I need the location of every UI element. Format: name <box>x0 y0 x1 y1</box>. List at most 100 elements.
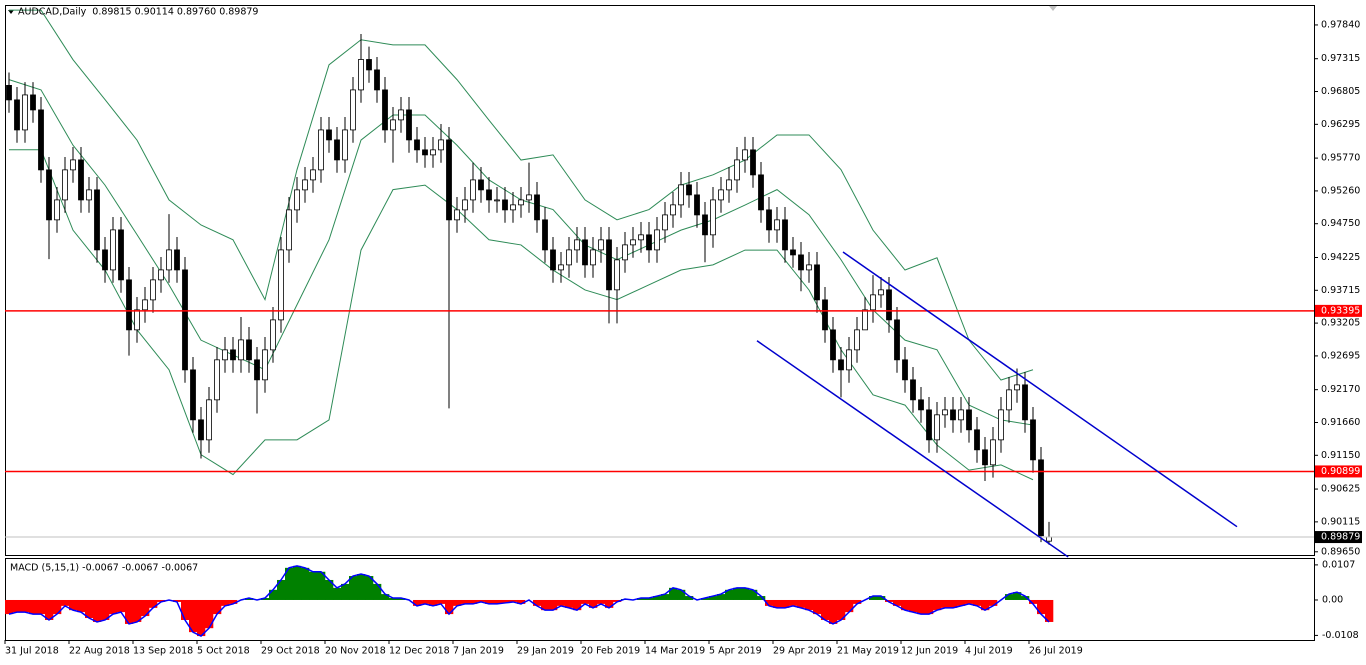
macd-bar <box>317 571 326 600</box>
macd-bar <box>813 599 822 615</box>
macd-bar <box>149 599 158 608</box>
candle-body <box>1046 536 1052 542</box>
level-label-box <box>1315 465 1362 478</box>
candle-body <box>110 229 116 271</box>
macd-bar <box>421 599 430 604</box>
macd-bar <box>245 598 254 600</box>
candle-body <box>614 259 620 291</box>
macd-bar <box>821 599 830 620</box>
candle-body <box>270 319 276 351</box>
y-tick-label: 0.93715 <box>1321 285 1360 296</box>
candle-body <box>918 399 924 411</box>
macd-bar <box>1029 599 1038 604</box>
candle-body <box>990 439 996 466</box>
x-tick-label: 14 Mar 2019 <box>645 646 705 657</box>
macd-bar <box>469 599 478 604</box>
macd-bar <box>293 565 302 600</box>
candle-body <box>22 94 28 131</box>
macd-bar <box>445 599 454 615</box>
candle-body <box>590 249 596 266</box>
macd-bar <box>885 599 894 602</box>
candle-body <box>782 219 788 251</box>
candle-body <box>102 249 108 271</box>
y-tick-label: 0.92695 <box>1321 350 1360 361</box>
y-tick-label: 0.95260 <box>1321 185 1360 196</box>
candle-body <box>534 194 540 221</box>
x-tick-label: 7 Jan 2019 <box>453 646 504 657</box>
macd-bar <box>133 599 142 622</box>
macd-bar <box>397 598 406 600</box>
candle-body <box>342 129 348 161</box>
candle-body <box>974 429 980 451</box>
macd-bar <box>733 587 742 600</box>
macd-bar <box>373 583 382 600</box>
chart-subtitle: 0.89815 0.90114 0.89760 0.89879 <box>92 7 258 18</box>
macd-bar <box>925 599 934 615</box>
candle-body <box>414 139 420 151</box>
candle-body <box>374 69 380 91</box>
macd-bar <box>1045 599 1054 622</box>
menu-arrow[interactable] <box>8 10 14 14</box>
candle-body <box>182 269 188 371</box>
candle-body <box>822 299 828 331</box>
y-tick-label: 0.92170 <box>1321 384 1360 395</box>
macd-bar <box>645 598 654 600</box>
candle-body <box>966 409 972 431</box>
macd-bar <box>309 571 318 600</box>
macd-bar <box>637 598 646 600</box>
macd-bar <box>341 583 350 600</box>
x-tick-label: 20 Feb 2019 <box>581 646 640 657</box>
candle-body <box>86 189 92 201</box>
macd-bar <box>109 599 118 615</box>
macd-bar <box>613 599 622 602</box>
candle-body <box>886 289 892 321</box>
candle-body <box>694 194 700 216</box>
trend-line <box>756 340 1069 558</box>
macd-bar <box>581 599 590 604</box>
level-label: 0.93395 <box>1321 305 1360 316</box>
macd-bar <box>757 596 766 600</box>
y-tick-label: 0.90625 <box>1321 484 1360 495</box>
candle-body <box>734 159 740 181</box>
macd-bar <box>741 587 750 600</box>
last-price-box <box>1315 531 1362 544</box>
macd-bar <box>5 599 14 615</box>
y-tick-label: 0.0107 <box>1322 559 1355 570</box>
bollinger-upper <box>9 9 1034 381</box>
candle-body <box>158 269 164 281</box>
macd-bar <box>709 596 718 600</box>
candle-body <box>606 239 612 291</box>
candle-body <box>118 229 124 281</box>
macd-bar <box>773 599 782 608</box>
chart-title: AUDCAD,Daily <box>18 7 87 18</box>
candle-body <box>6 85 12 101</box>
candle-body <box>294 189 300 211</box>
macd-bar <box>653 596 662 600</box>
candle-body <box>566 249 572 266</box>
macd-bar <box>965 599 974 604</box>
macd-bar <box>21 599 30 613</box>
x-tick-label: 29 Oct 2018 <box>261 646 320 657</box>
macd-bar <box>69 599 78 611</box>
candle-body <box>454 209 460 221</box>
macd-bar <box>869 596 878 600</box>
candle-body <box>942 409 948 416</box>
macd-bar <box>301 567 310 600</box>
macd-bar <box>349 576 358 600</box>
candle-body <box>774 219 780 231</box>
candle-body <box>302 179 308 191</box>
macd-bar <box>837 599 846 620</box>
candle-body <box>846 349 852 371</box>
macd-bar <box>29 599 38 615</box>
macd-bar <box>677 589 686 600</box>
macd-bar <box>789 599 798 606</box>
macd-bar <box>829 599 838 624</box>
candle-body <box>46 169 52 221</box>
price-plot <box>5 9 1314 545</box>
macd-bar <box>485 599 494 604</box>
candle-body <box>126 279 132 331</box>
macd-bar <box>1013 592 1022 600</box>
candle-body <box>134 309 140 331</box>
candle-body <box>750 149 756 176</box>
